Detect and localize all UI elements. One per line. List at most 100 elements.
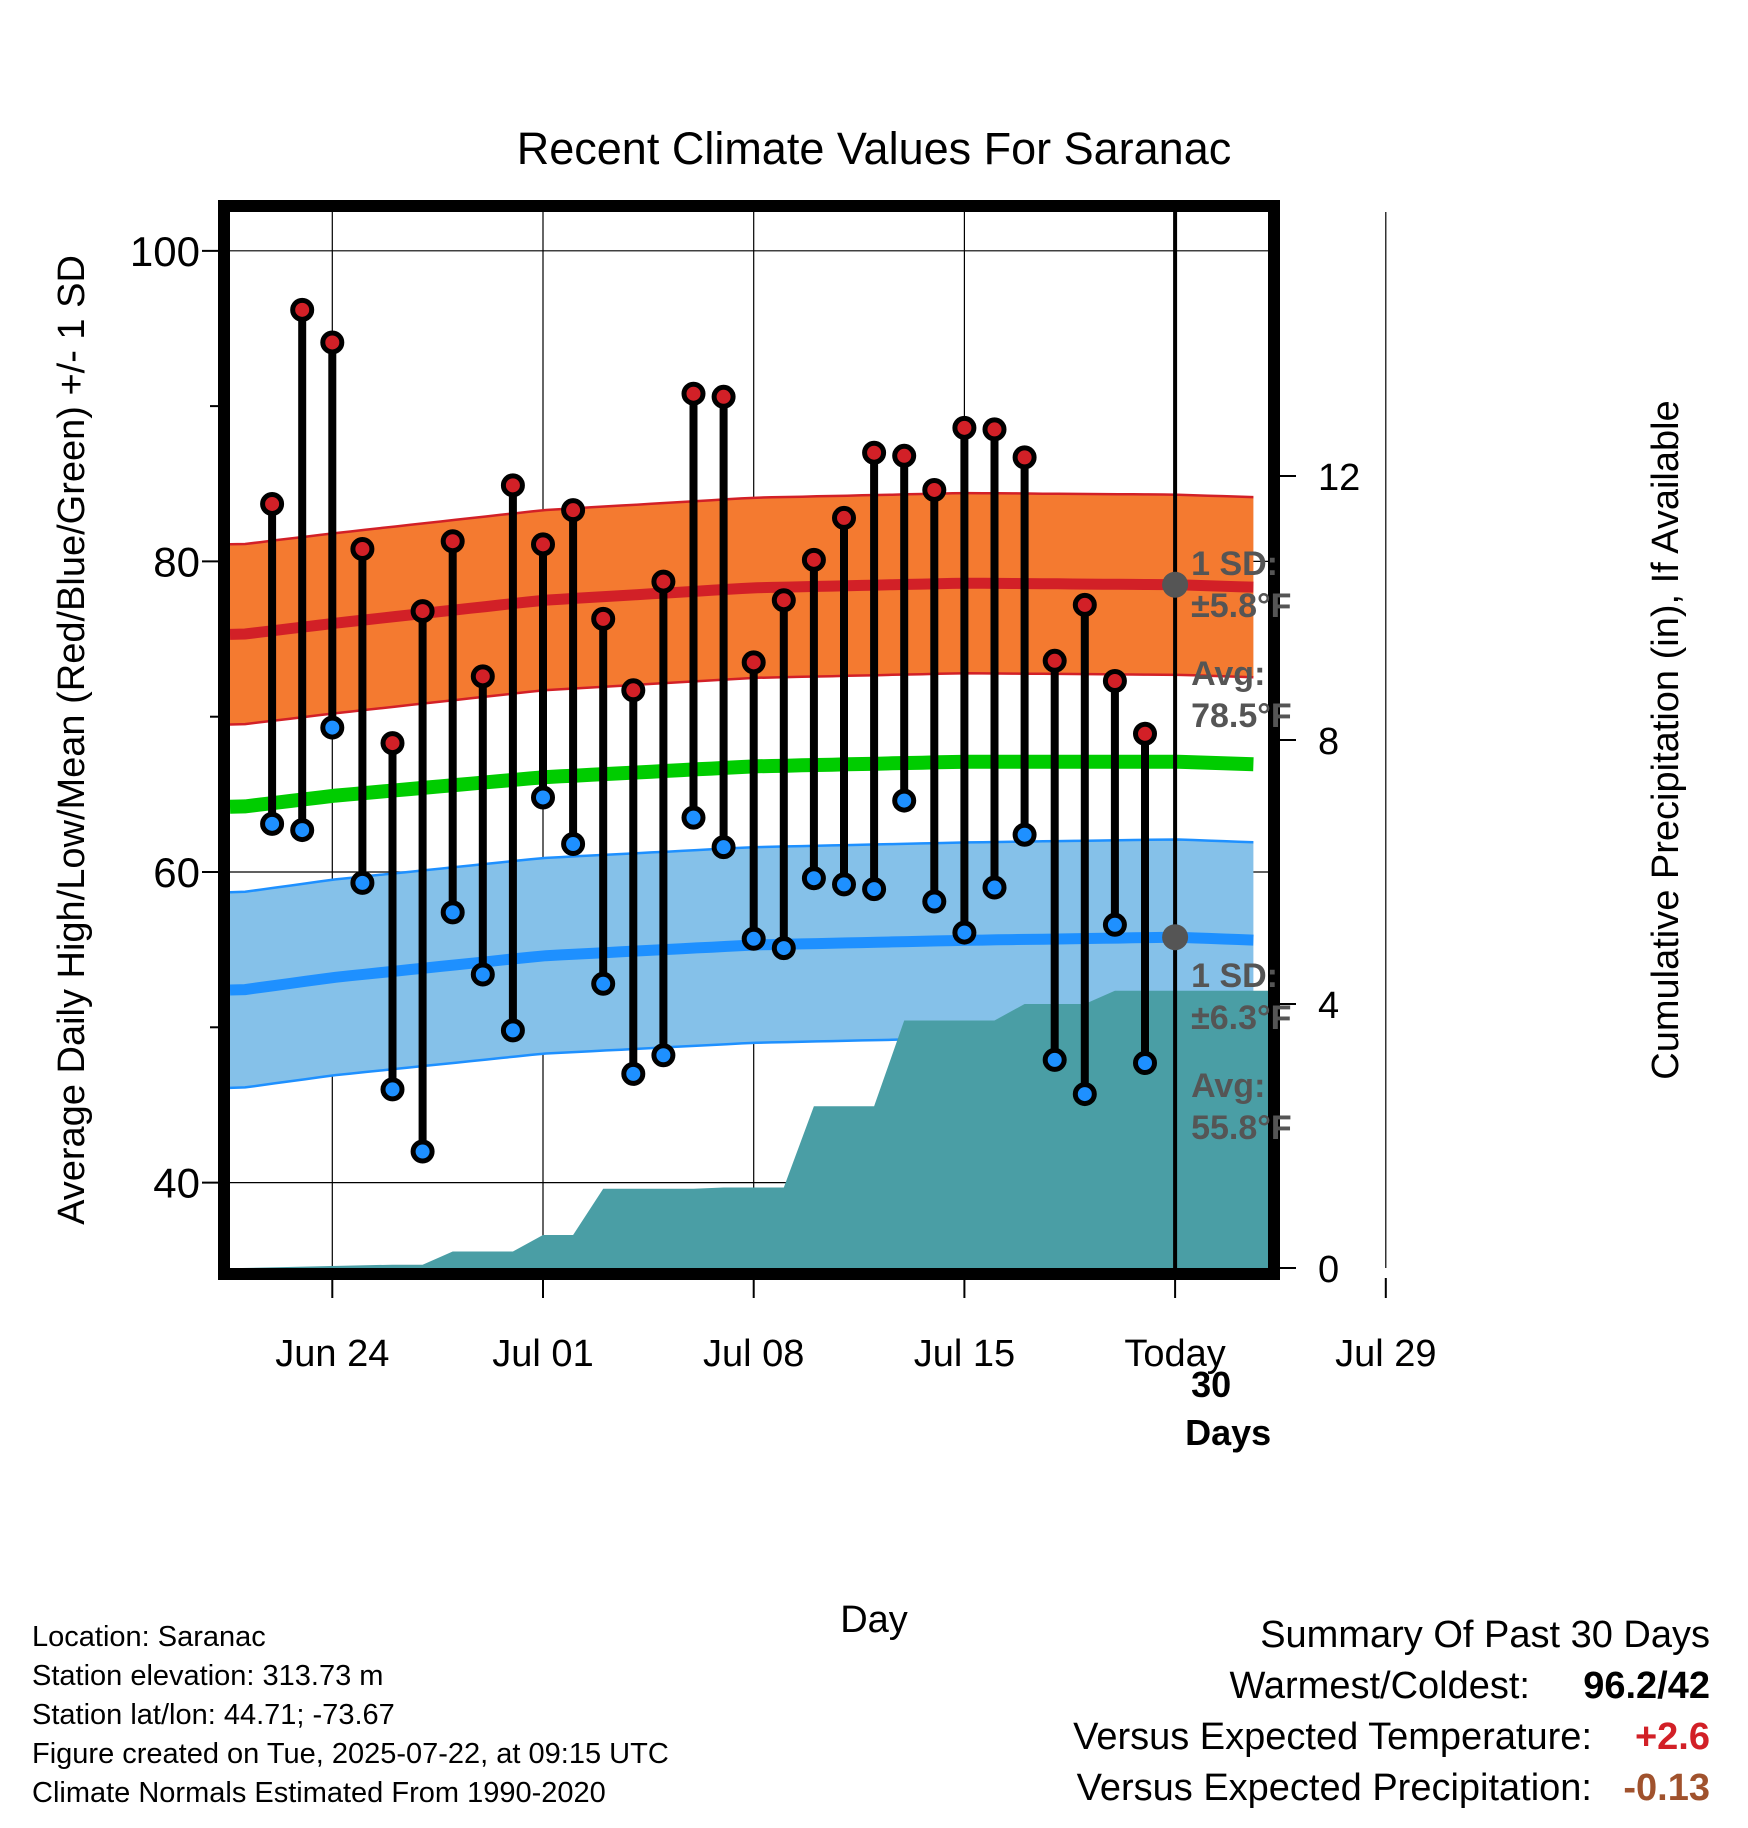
today-high-average-dot — [1162, 571, 1189, 598]
y-axis-label: Average Daily High/Low/Mean (Red/Blue/Gr… — [51, 255, 93, 1225]
today-marker-label-line1: 30 — [1191, 1364, 1231, 1405]
daily-high-dot — [1012, 445, 1037, 470]
high-avg-label: Avg: — [1191, 655, 1265, 693]
daily-high-dot — [470, 664, 495, 689]
daily-high-dot — [500, 473, 525, 498]
daily-high-dot — [922, 477, 947, 502]
daily-high-dot — [982, 417, 1007, 442]
x-tick-label: Jun 24 — [275, 1333, 389, 1375]
daily-high-dot — [892, 443, 917, 468]
y2-axis-label: Cumulative Precipitation (in), If Availa… — [1645, 400, 1687, 1079]
station-info: Location: Saranac Station elevation: 313… — [32, 1618, 669, 1813]
daily-low-dot — [771, 936, 796, 961]
low-avg-label: Avg: — [1191, 1067, 1265, 1105]
daily-high-dot — [1072, 592, 1097, 617]
y2-tick-label: 12 — [1318, 457, 1360, 499]
chart-text: 40 60 80 100 0 4 8 12 Jun 24 Jul 01 Jul 08 Jul 15 To… — [51, 123, 1687, 1641]
daily-high-dot — [681, 381, 706, 406]
location-text: Location: Saranac — [32, 1621, 266, 1653]
daily-high-dot — [410, 599, 435, 624]
normals-period-text: Climate Normals Estimated From 1990-2020 — [32, 1777, 606, 1809]
daily-low-dot — [982, 875, 1007, 900]
temp-anomaly-label: Versus Expected Temperature: — [1073, 1716, 1592, 1758]
daily-low-dot — [832, 872, 856, 897]
y-tick-label: 40 — [153, 1160, 200, 1207]
precip-cumulative-area — [230, 990, 1268, 1268]
y2-tick-label: 8 — [1318, 721, 1339, 763]
x-tick-label: Jul 29 — [1335, 1333, 1436, 1375]
low-sd-value: ±6.3°F — [1191, 999, 1291, 1037]
x-tick-label: Jul 01 — [492, 1333, 593, 1375]
daily-high-dot — [651, 569, 676, 594]
daily-high-dot — [1102, 668, 1127, 693]
daily-low-dot — [1042, 1047, 1067, 1072]
plot-border — [218, 200, 1280, 1280]
daily-high-dot — [741, 650, 766, 675]
summary-title: Summary Of Past 30 Days — [1260, 1614, 1710, 1656]
daily-low-dot — [500, 1018, 525, 1043]
daily-low-dot — [681, 805, 706, 830]
temp-anomaly-value: +2.6 — [1634, 1716, 1710, 1758]
daily-high-dot — [771, 588, 796, 613]
daily-low-dot — [260, 811, 285, 836]
today-marker-label-line2: Days — [1185, 1412, 1271, 1453]
y2-tick-label: 0 — [1318, 1249, 1339, 1291]
x-tick-label: Jul 15 — [914, 1333, 1015, 1375]
daily-high-dot — [711, 384, 736, 409]
high-sd-value: ±5.8°F — [1191, 587, 1291, 625]
daily-high-dot — [380, 731, 405, 756]
daily-low-dot — [531, 785, 555, 810]
daily-high-dot — [260, 491, 285, 516]
precip-area — [230, 990, 1268, 1268]
warm-cold-value: 96.2/42 — [1583, 1665, 1710, 1707]
daily-low-dot — [380, 1077, 405, 1102]
daily-low-dot — [952, 920, 977, 945]
daily-low-dot — [741, 926, 766, 951]
daily-dots — [260, 297, 1189, 1164]
daily-high-dot — [621, 678, 646, 703]
daily-high-dot — [832, 505, 856, 530]
daily-low-dot — [591, 971, 616, 996]
x-tick-label: Jul 08 — [703, 1333, 804, 1375]
y2-tick-label: 4 — [1318, 985, 1339, 1027]
high-sd-upper-edge — [229, 491, 1254, 546]
daily-low-dot — [892, 788, 917, 813]
summary-temp: Versus Expected Temperature: +2.6 — [1073, 1712, 1710, 1763]
summary-precip: Versus Expected Precipitation: -0.13 — [1073, 1763, 1710, 1814]
mean-average-line — [229, 754, 1254, 814]
daily-high-dot — [801, 547, 826, 572]
x-axis-label: Day — [840, 1599, 908, 1641]
x-tick-label: Today — [1124, 1333, 1225, 1375]
daily-low-dot — [1102, 912, 1127, 937]
high-sd-label: 1 SD: — [1191, 545, 1278, 583]
daily-low-dot — [711, 835, 736, 860]
summary-warm-cold: Warmest/Coldest: 96.2/42 — [1073, 1661, 1710, 1712]
daily-low-dot — [801, 866, 826, 891]
y-tick-label: 100 — [130, 228, 200, 275]
daily-low-dot — [922, 889, 947, 914]
daily-low-dot — [621, 1061, 646, 1086]
high-average-line — [229, 577, 1254, 640]
warm-cold-label: Warmest/Coldest: — [1229, 1665, 1530, 1707]
summary-panel: Summary Of Past 30 Days Warmest/Coldest:… — [1073, 1610, 1710, 1814]
daily-low-dot — [1072, 1082, 1097, 1107]
created-text: Figure created on Tue, 2025-07-22, at 09… — [32, 1738, 669, 1770]
daily-low-dot — [561, 832, 586, 857]
daily-high-dot — [531, 532, 555, 557]
daily-low-dot — [440, 900, 465, 925]
chart-title: Recent Climate Values For Saranac — [517, 123, 1232, 174]
daily-high-dot — [290, 297, 315, 322]
y-tick-label: 60 — [153, 849, 200, 896]
daily-low-dot — [350, 870, 375, 895]
daily-low-dot — [290, 818, 315, 843]
daily-low-dot — [862, 877, 887, 902]
daily-high-dot — [561, 498, 586, 523]
daily-high-dot — [1133, 721, 1157, 746]
daily-low-dot — [470, 962, 495, 987]
daily-low-dot — [1012, 822, 1037, 847]
low-avg-value: 55.8°F — [1191, 1109, 1292, 1147]
daily-high-dot — [952, 415, 977, 440]
plot-frame — [202, 200, 1387, 1298]
low-sd-label: 1 SD: — [1191, 957, 1278, 995]
